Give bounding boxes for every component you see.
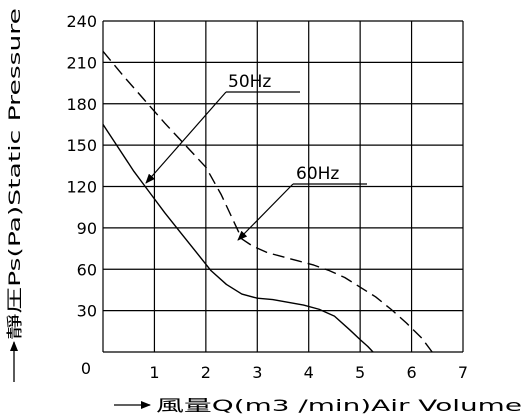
- series-line-50hz: [102, 124, 374, 353]
- x-axis-label-group: 風量Q(m3 /min)Air Volume: [114, 396, 522, 415]
- y-tick-label: 60: [77, 260, 97, 279]
- annotation-60hz: 60Hz: [296, 164, 339, 184]
- y-tick-label: 210: [66, 53, 97, 72]
- y-tick-label: 90: [77, 219, 97, 238]
- x-tick-labels: 1 2 3 4 5 6 7: [149, 363, 468, 382]
- x-tick-label: 5: [355, 363, 365, 382]
- x-tick-label: 4: [304, 363, 314, 382]
- annotation-leader-arrow: [145, 91, 227, 184]
- x-axis-label: 風量Q(m3 /min)Air Volume: [156, 396, 522, 415]
- y-tick-label: 0: [81, 359, 91, 378]
- y-axis-label-group: 靜圧Ps(Pa)Static Pressure: [5, 8, 24, 382]
- x-tick-label: 6: [406, 363, 416, 382]
- x-tick-label: 2: [201, 363, 211, 382]
- grid: [102, 20, 464, 353]
- annotation-50hz: 50Hz: [228, 72, 271, 92]
- y-tick-label: 30: [77, 302, 97, 321]
- x-tick-label: 3: [252, 363, 262, 382]
- y-tick-label: 120: [66, 178, 97, 197]
- x-tick-label: 1: [149, 363, 159, 382]
- y-tick-label: 240: [66, 12, 97, 31]
- y-tick-label: 180: [66, 95, 97, 114]
- y-tick-labels: 30 60 90 120 150 180 210 240 0: [66, 12, 97, 378]
- annotation-leader-arrow: [237, 183, 294, 241]
- y-axis-label: 靜圧Ps(Pa)Static Pressure: [5, 8, 24, 340]
- x-tick-label: 7: [458, 363, 468, 382]
- annotations: 50Hz 60Hz: [145, 72, 367, 241]
- y-tick-label: 150: [66, 136, 97, 155]
- series-line-60hz: [102, 50, 433, 353]
- series-lines: [102, 50, 433, 353]
